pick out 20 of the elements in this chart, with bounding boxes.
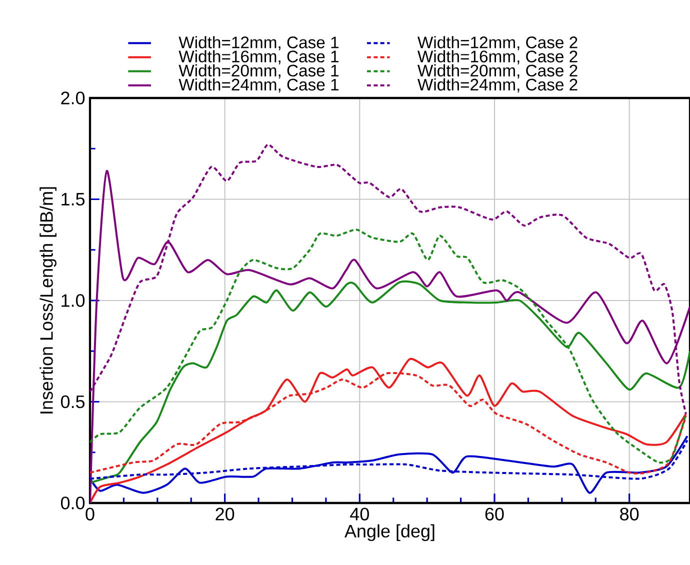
y-tick-label: 0.0 [60,496,85,510]
y-tick-label: 2.0 [61,92,85,104]
legend-label: Width=12mm, Case 2 [418,36,578,50]
x-tick-label: 40 [350,508,369,520]
legend-label: Width=20mm, Case 1 [178,64,338,78]
x-axis-title: Angle [deg] [344,524,434,542]
x-tick-label: 80 [620,508,639,520]
y-tick-label: 0.5 [60,395,85,408]
y-tick-label: 1.0 [62,294,85,307]
legend-label: Width=12mm, Case 1 [178,36,338,50]
legend-label: Width=24mm, Case 1 [178,78,338,93]
x-tick-label: 0 [86,508,94,520]
legend-label: Width=16mm, Case 2 [418,50,578,64]
x-tick-label: 20 [216,508,234,520]
y-tick-label: 1.5 [62,192,85,206]
x-tick-label: 60 [485,508,504,520]
legend-label: Width=24mm, Case 2 [418,78,578,93]
legend-label: Width=20mm, Case 2 [418,64,578,78]
y-axis-title: Insertion Loss/Length [dB/m] [40,187,56,414]
legend-label: Width=16mm, Case 1 [178,50,338,64]
